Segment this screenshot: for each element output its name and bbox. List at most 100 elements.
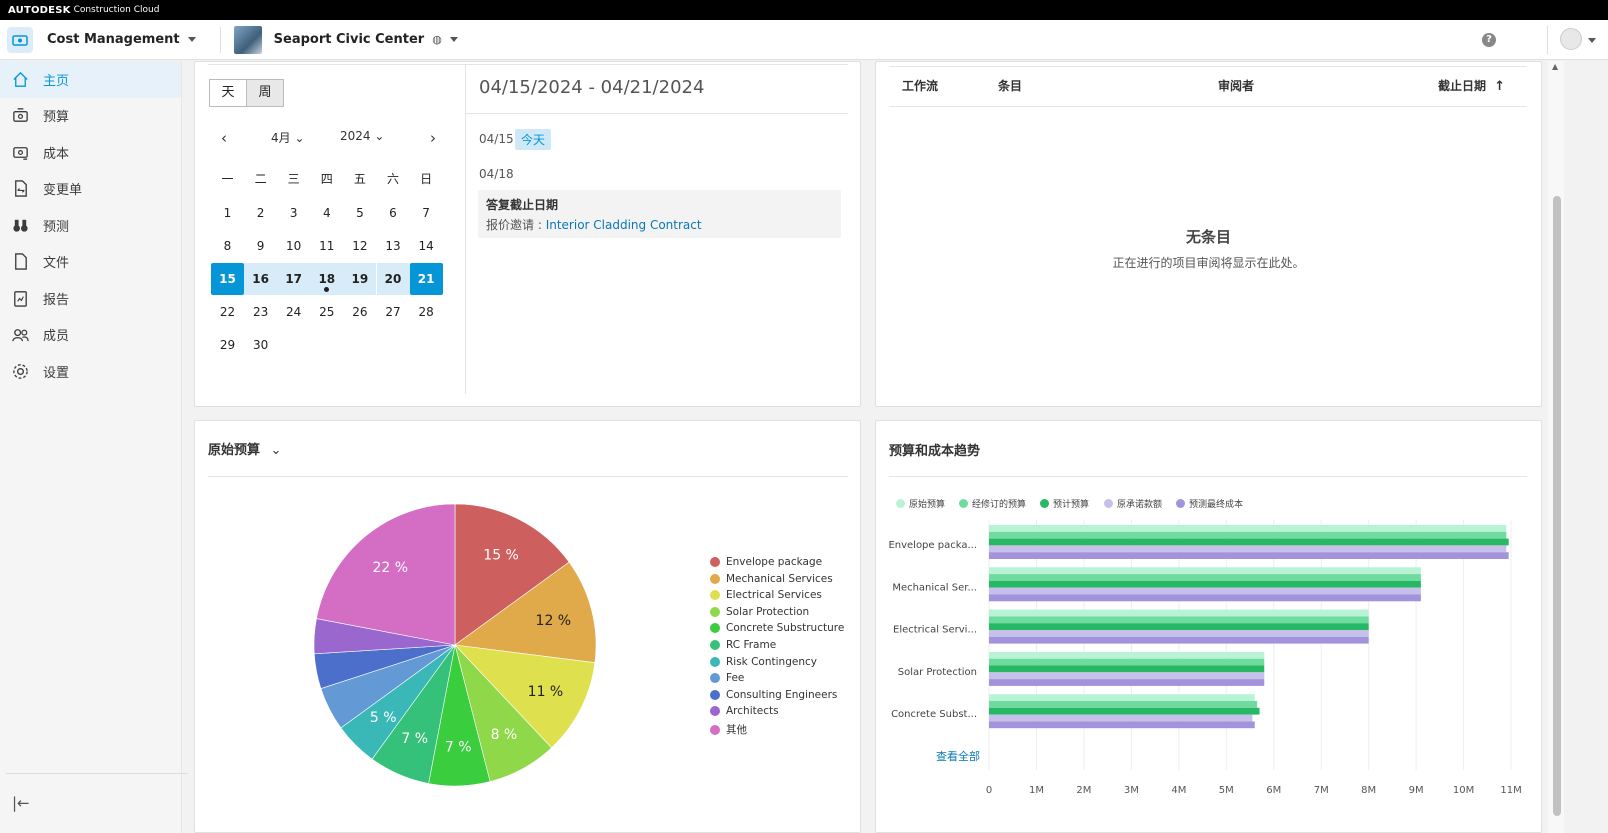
see-all-link[interactable]: 查看全部 [936,750,980,763]
calendar-day[interactable]: 30 [244,329,277,361]
event-link[interactable]: Interior Cladding Contract [545,218,702,232]
calendar-day[interactable]: 5 [343,197,376,229]
calendar-day[interactable]: 11 [310,230,343,262]
calendar-day[interactable]: 27 [377,296,410,328]
bar-4-2[interactable] [989,707,1260,715]
pie-legend-item[interactable]: 其他 [710,722,747,737]
calendar-day[interactable]: 25 [310,296,343,328]
pie-legend-item[interactable]: RC Frame [710,639,776,651]
bar-legend-item[interactable]: 原承诺款额 [1104,497,1162,510]
calendar-day[interactable]: 22 [211,296,244,328]
col-item[interactable]: 条目 [998,79,1023,93]
project-switcher[interactable]: Seaport Civic Center ◍ [274,32,458,47]
bar-4-1[interactable] [989,701,1258,708]
pie-slice-2[interactable] [454,644,596,749]
calendar-day[interactable]: 29 [211,329,244,361]
bar-legend-item[interactable]: 原始预算 [896,497,945,510]
calendar-day[interactable]: 4 [310,197,343,229]
pie-legend-item[interactable]: Consulting Engineers [710,689,837,701]
bar-3-1[interactable] [989,658,1265,666]
bar-1-4[interactable] [989,594,1421,602]
sidebar-item-6[interactable]: 报告 [0,280,181,317]
pie-slice-0[interactable] [454,503,570,646]
calendar-day[interactable]: 24 [277,296,310,328]
pie-legend-item[interactable]: Architects [710,705,779,717]
avatar[interactable] [1560,28,1582,50]
product-icon[interactable] [7,26,33,53]
scroll-up-icon[interactable]: ▲ [1552,62,1559,71]
calendar-day[interactable]: 13 [377,230,410,262]
prev-month-button[interactable]: ‹ [221,129,227,147]
bar-1-0[interactable] [989,567,1421,575]
col-due-date[interactable]: 截止日期 ↑ [1438,77,1505,94]
col-reviewer[interactable]: 审阅者 [1218,79,1255,93]
pie-slice-1[interactable] [454,561,597,664]
calendar-day[interactable]: 14 [410,230,443,262]
bar-3-4[interactable] [989,679,1265,686]
col-workflow[interactable]: 工作流 [902,79,939,93]
agenda-event[interactable]: 答复截止日期 报价邀请 : Interior Cladding Contract [478,190,841,238]
pie-legend-item[interactable]: Envelope package [710,556,822,568]
sidebar-item-0[interactable]: 主页 [0,61,181,98]
bar-3-3[interactable] [989,672,1265,680]
bar-2-2[interactable] [989,623,1369,630]
sidebar-item-3[interactable]: 变更单 [0,171,181,208]
pie-legend-item[interactable]: Mechanical Services [710,573,833,585]
bar-0-3[interactable] [989,545,1507,553]
bar-legend-item[interactable]: 预计预算 [1040,497,1089,510]
calendar-day[interactable]: 8 [211,230,244,262]
month-select[interactable]: 4月 ⌄ [271,129,305,146]
calendar-day[interactable]: 17 [277,263,311,295]
calendar-day[interactable]: 15 [211,263,244,295]
sidebar-item-2[interactable]: 成本 [0,134,181,171]
pie-card-title[interactable]: 原始预算 ⌄ [208,439,281,458]
calendar-day[interactable]: 6 [377,197,410,229]
help-icon[interactable]: ? [1482,33,1496,47]
calendar-day[interactable]: 12 [343,230,376,262]
calendar-day[interactable]: 7 [410,197,443,229]
calendar-day[interactable]: 9 [244,230,277,262]
bar-legend-item[interactable]: 预测最终成本 [1176,497,1243,510]
pie-legend-item[interactable]: Risk Contingency [710,656,817,668]
pie-legend-item[interactable]: Concrete Substructure [710,622,844,634]
bar-0-1[interactable] [989,531,1507,539]
bar-1-1[interactable] [989,574,1421,581]
year-select[interactable]: 2024 ⌄ [340,129,384,143]
calendar-day[interactable]: 20 [376,263,410,295]
bar-1-3[interactable] [989,587,1421,595]
sidebar-item-8[interactable]: 设置 [0,353,181,390]
calendar-day[interactable]: 23 [244,296,277,328]
sidebar-item-7[interactable]: 成员 [0,317,181,354]
pie-legend-item[interactable]: Fee [710,672,744,684]
calendar-day[interactable]: 2 [244,197,277,229]
week-view-button[interactable]: 周 [246,79,284,107]
collapse-sidebar-button[interactable]: |← [6,773,188,833]
bar-0-2[interactable] [989,538,1509,546]
day-view-button[interactable]: 天 [209,79,247,107]
calendar-day[interactable]: 3 [277,197,310,229]
calendar-day[interactable]: 18 [310,263,344,295]
bar-legend-item[interactable]: 经修订的预算 [959,497,1026,510]
bar-2-0[interactable] [989,609,1369,617]
calendar-day[interactable]: 26 [343,296,376,328]
pie-slice-10[interactable] [316,503,456,646]
sidebar-item-5[interactable]: 文件 [0,244,181,281]
bar-4-3[interactable] [989,714,1253,722]
bar-0-0[interactable] [989,525,1507,532]
bar-3-0[interactable] [989,651,1265,659]
pie-legend-item[interactable]: Solar Protection [710,606,809,618]
bar-2-3[interactable] [989,630,1369,637]
bar-4-0[interactable] [989,694,1255,701]
bar-2-1[interactable] [989,616,1369,624]
bar-0-4[interactable] [989,552,1509,559]
bar-4-4[interactable] [989,721,1255,729]
product-switcher[interactable]: Cost Management [47,32,196,47]
next-month-button[interactable]: › [430,129,436,147]
pie-legend-item[interactable]: Electrical Services [710,589,822,601]
bar-2-4[interactable] [989,636,1369,644]
sidebar-item-1[interactable]: 预算 [0,98,181,135]
calendar-day[interactable]: 16 [244,263,278,295]
chevron-down-icon[interactable] [1588,38,1596,43]
scrollbar-thumb[interactable] [1553,196,1561,816]
calendar-day[interactable]: 10 [277,230,310,262]
